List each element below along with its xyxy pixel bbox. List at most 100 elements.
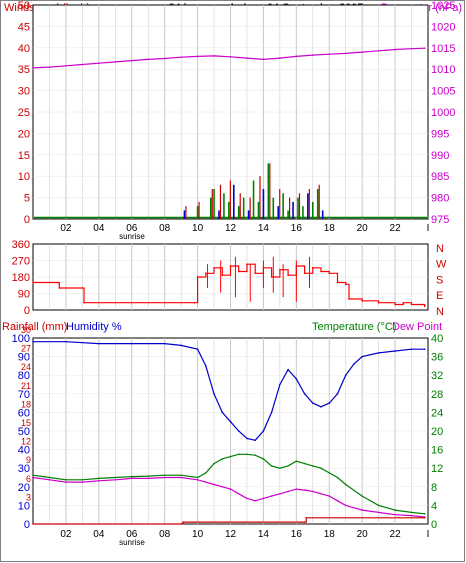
y-tick-label: 4 bbox=[431, 500, 437, 512]
panel-3-grid bbox=[33, 338, 428, 524]
rainfall-line-point bbox=[305, 517, 308, 519]
y-tick-label: 30 bbox=[18, 463, 30, 475]
direction-line-point bbox=[311, 267, 314, 269]
dewpoint-line-point bbox=[328, 495, 331, 497]
dewpoint-line-point bbox=[48, 479, 51, 481]
temperature-line-point bbox=[423, 512, 426, 515]
humidity-line-point bbox=[344, 374, 347, 377]
dewpoint-line-point bbox=[295, 488, 298, 490]
y-tick-label: 30 bbox=[18, 86, 30, 98]
direction-line-point bbox=[394, 303, 396, 306]
temperature-line bbox=[32, 453, 425, 515]
y-tick-label: 50 bbox=[18, 0, 30, 12]
x-tick-label: 22 bbox=[390, 223, 402, 234]
x-tick-label: 02 bbox=[60, 223, 72, 234]
humidity-line-point bbox=[295, 378, 298, 380]
temperature-line-point bbox=[205, 472, 207, 474]
humidity-line-point bbox=[279, 383, 281, 386]
temperature-line-point bbox=[311, 465, 314, 467]
temperature-line-point bbox=[295, 460, 298, 463]
y-tick-label: 270 bbox=[12, 256, 30, 268]
humidity-line-point bbox=[336, 393, 339, 395]
temperature-line-point bbox=[98, 477, 100, 480]
temperature-line-point bbox=[320, 467, 322, 470]
direction-line-point bbox=[246, 263, 248, 265]
dewpoint-line-point bbox=[246, 497, 248, 500]
x-tick-label: I bbox=[427, 223, 430, 234]
temperature-line-point bbox=[336, 476, 339, 479]
humidity-tick-labels: 0 10 20 30 40 50 60 70 80 90 100 bbox=[12, 333, 30, 531]
y-tick-label: 15 bbox=[18, 150, 30, 162]
direction-line-point bbox=[193, 301, 196, 304]
temperature-line-point bbox=[130, 475, 133, 478]
direction-line-point bbox=[279, 268, 281, 271]
rainfall-line-point bbox=[32, 523, 34, 525]
temperature-axis-label: Temperature (°C) bbox=[312, 321, 396, 333]
compass-label: S bbox=[436, 274, 443, 286]
y-tick-label: 975 bbox=[431, 214, 449, 226]
barometer-line-point bbox=[344, 52, 347, 55]
dewpoint-line-point bbox=[147, 477, 150, 480]
x-tick-label: 22 bbox=[390, 529, 402, 540]
barometer-line-point bbox=[114, 61, 117, 63]
dewpoint-line-point bbox=[229, 488, 232, 490]
direction-line-point bbox=[254, 272, 256, 275]
y-tick-label: 36 bbox=[431, 352, 443, 364]
direction-line-point bbox=[377, 301, 380, 304]
compass-label: N bbox=[436, 306, 444, 318]
x-tick-label: 02 bbox=[60, 529, 72, 540]
y-tick-label: 20 bbox=[431, 426, 443, 438]
x-tick-label: 20 bbox=[357, 529, 369, 540]
barometer-line-point bbox=[229, 55, 232, 58]
barometer-line-point bbox=[246, 57, 248, 59]
temperature-line-point bbox=[344, 483, 347, 486]
compass-label: N bbox=[436, 243, 444, 255]
barometer-line-point bbox=[196, 55, 199, 58]
humidity-line-point bbox=[221, 411, 224, 414]
barometer-line-point bbox=[262, 58, 265, 61]
y-tick-label: 0 bbox=[24, 214, 30, 226]
temperature-line-point bbox=[394, 509, 396, 511]
temperature-line-point bbox=[303, 462, 306, 465]
dewpoint-line-point bbox=[279, 492, 281, 495]
dewpoint-line-point bbox=[98, 479, 100, 482]
y-tick-label: 50 bbox=[18, 426, 30, 438]
panel-1-grid bbox=[33, 5, 428, 219]
rainfall-tick-label: 3 bbox=[26, 492, 31, 502]
direction-line bbox=[33, 263, 426, 307]
barometer-line-point bbox=[377, 49, 380, 52]
humidity-line-point bbox=[98, 342, 100, 345]
humidity-line-point bbox=[311, 402, 314, 404]
y-tick-label: 0 bbox=[24, 305, 30, 317]
y-tick-label: 20 bbox=[18, 482, 30, 494]
dewpoint-line-point bbox=[180, 476, 182, 479]
y-tick-label: 980 bbox=[431, 193, 449, 205]
humidity-line-point bbox=[254, 439, 256, 442]
barometer-line-point bbox=[394, 48, 396, 51]
x-tick-label: 06 bbox=[126, 223, 138, 234]
windspeed-tick-labels: 0 5 10 15 20 25 30 35 40 45 50 bbox=[18, 0, 30, 226]
barometer-line-point bbox=[147, 58, 150, 61]
barometer-line-point bbox=[32, 67, 34, 69]
y-tick-label: 12 bbox=[431, 463, 443, 475]
rainfall-tick-label: 15 bbox=[21, 418, 31, 428]
y-tick-label: 90 bbox=[18, 289, 30, 301]
temperature-line-point bbox=[114, 476, 117, 479]
humidity-line-point bbox=[410, 348, 413, 350]
rainfall-line-point bbox=[180, 523, 182, 525]
temperature-line-point bbox=[180, 474, 182, 476]
humidity-line-point bbox=[213, 393, 215, 395]
dewpoint-line-point bbox=[221, 486, 224, 488]
sunrise-label-1: sunrise bbox=[119, 232, 145, 241]
compass-label: W bbox=[436, 259, 447, 271]
direction-line-point bbox=[361, 300, 363, 302]
y-tick-label: 1000 bbox=[431, 107, 455, 119]
humidity-line-point bbox=[287, 368, 289, 371]
y-tick-label: 10 bbox=[18, 171, 30, 183]
humidity-line-point bbox=[32, 340, 34, 343]
x-tick-label: 16 bbox=[291, 223, 303, 234]
